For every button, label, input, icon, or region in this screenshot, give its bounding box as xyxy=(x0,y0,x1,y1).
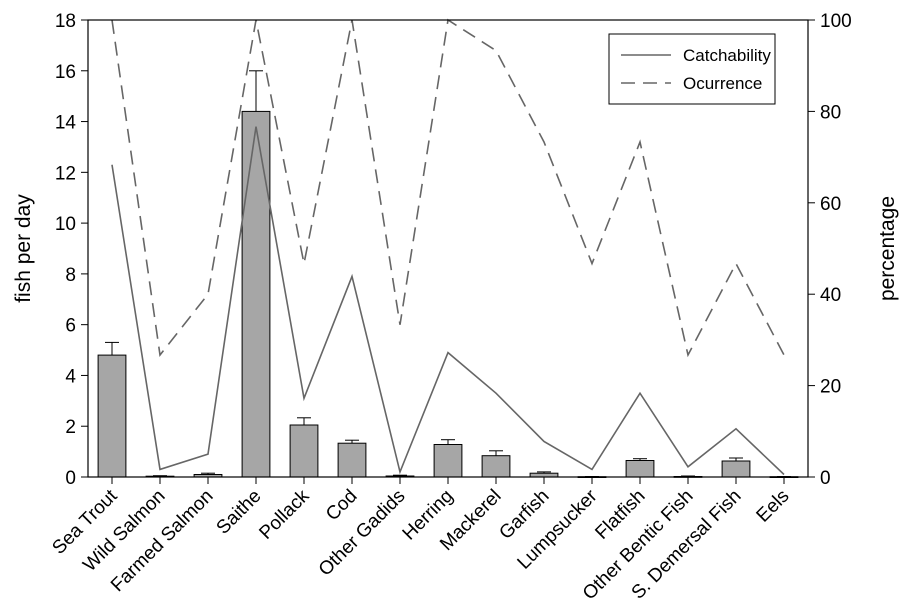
right-tick-label: 0 xyxy=(820,468,831,489)
left-tick-label: 6 xyxy=(65,316,76,337)
x-tick-label-other-gadids: Other Gadids xyxy=(315,486,410,581)
left-tick-label: 10 xyxy=(55,214,76,235)
left-tick-label: 12 xyxy=(55,163,76,184)
left-tick-label: 4 xyxy=(65,366,76,387)
legend-label-catchability: Catchability xyxy=(683,46,771,65)
bar-herring xyxy=(433,444,463,478)
legend-box xyxy=(608,33,776,105)
left-tick-label: 2 xyxy=(65,417,76,438)
series-line-catchability xyxy=(111,126,785,476)
left-tick-label: 14 xyxy=(55,113,77,134)
left-tick-label: 16 xyxy=(55,62,76,83)
bar-flatfish xyxy=(625,460,655,478)
bar-s-demersal-fish xyxy=(721,460,751,478)
left-tick-label: 8 xyxy=(65,265,76,286)
bar-cod xyxy=(337,442,367,478)
legend: Catchability Ocurrence xyxy=(608,33,776,105)
left-tick-label: 0 xyxy=(65,468,76,489)
bar-sea-trout xyxy=(97,354,127,478)
right-tick-label: 40 xyxy=(820,285,841,306)
x-tick-label-pollack: Pollack xyxy=(255,485,314,544)
right-y-axis: 0 20 40 60 80 100 xyxy=(808,11,852,489)
right-tick-label: 20 xyxy=(820,377,841,398)
right-tick-label: 100 xyxy=(820,11,852,32)
left-y-axis: 0 2 4 6 8 10 12 14 16 18 xyxy=(55,11,88,489)
bar-mackerel xyxy=(481,455,511,478)
bar-pollack xyxy=(289,424,319,478)
y-axis-title-right: percentage xyxy=(876,196,899,301)
bar-saithe xyxy=(241,110,271,478)
right-tick-label: 80 xyxy=(820,102,841,123)
right-tick-label: 60 xyxy=(820,194,841,215)
y-axis-title-left: fish per day xyxy=(12,194,35,303)
x-tick-label-cod: Cod xyxy=(322,486,361,525)
bars-layer xyxy=(97,70,799,479)
legend-label-ocurrence: Ocurrence xyxy=(683,74,762,93)
x-tick-label-eels: Eels xyxy=(753,486,794,527)
left-tick-label: 18 xyxy=(55,11,76,32)
